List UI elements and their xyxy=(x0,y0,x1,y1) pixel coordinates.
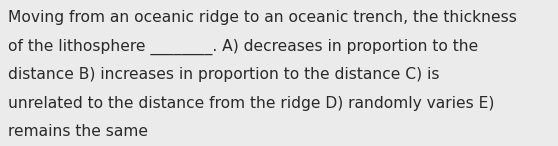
Text: remains the same: remains the same xyxy=(8,124,148,139)
Text: distance B) increases in proportion to the distance C) is: distance B) increases in proportion to t… xyxy=(8,67,439,82)
Text: Moving from an oceanic ridge to an oceanic trench, the thickness: Moving from an oceanic ridge to an ocean… xyxy=(8,10,517,25)
Text: unrelated to the distance from the ridge D) randomly varies E): unrelated to the distance from the ridge… xyxy=(8,96,494,111)
Text: of the lithosphere ________. A) decreases in proportion to the: of the lithosphere ________. A) decrease… xyxy=(8,39,478,55)
